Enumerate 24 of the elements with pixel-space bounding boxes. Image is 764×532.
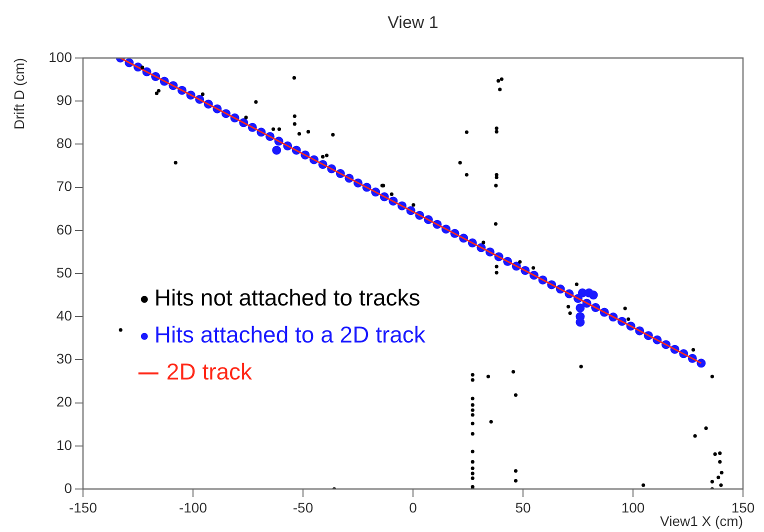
x-tick-label: 100 (621, 499, 645, 516)
legend-label: Hits not attached to tracks (154, 284, 420, 311)
x-tick-label: 50 (515, 499, 531, 516)
legend-label: Hits attached to a 2D track (154, 322, 426, 348)
y-tick-label: 40 (56, 307, 72, 324)
y-tick-label: 10 (56, 436, 72, 453)
y-tick-label: 0 (64, 480, 72, 496)
chart-title: View 1 (388, 13, 438, 32)
y-tick-label: 50 (56, 264, 72, 280)
y-tick-label: 20 (56, 394, 72, 410)
legend-label: 2D track (166, 358, 253, 385)
x-tick-label: 150 (731, 499, 755, 516)
x-tick-label: -150 (68, 499, 98, 516)
y-axis-title: Drift D (cm) (11, 58, 27, 130)
y-tick-label: 70 (56, 178, 72, 194)
y-tick-label: 100 (48, 48, 72, 65)
x-axis-title: View1 X (cm) (660, 513, 743, 529)
x-tick-label: 0 (409, 499, 418, 516)
x-tick-label: -50 (292, 499, 314, 516)
y-tick-label: 80 (56, 135, 72, 152)
y-tick-label: 60 (56, 221, 72, 238)
y-tick-label: 90 (56, 92, 72, 108)
y-tick-label: 30 (56, 350, 72, 367)
x-tick-label: -100 (178, 499, 208, 516)
